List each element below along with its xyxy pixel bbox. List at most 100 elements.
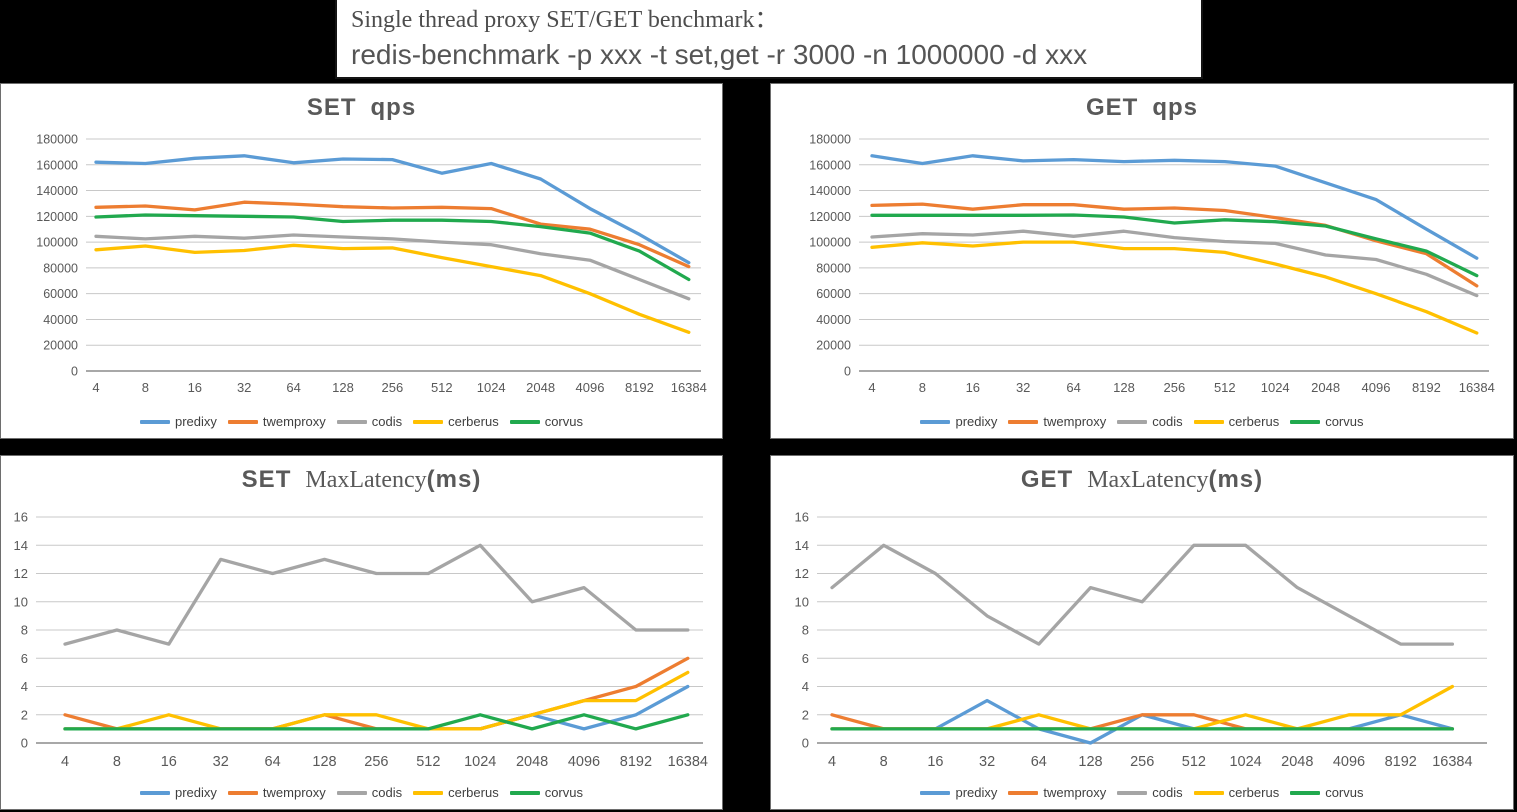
legend-item-predixy: predixy bbox=[139, 414, 217, 429]
get-qps-plot: 0 20000 40000 60000 80000 100000 120000 140000 1… bbox=[809, 133, 1495, 396]
legend-item-codis: codis bbox=[336, 414, 402, 429]
y-tick-label: 2 bbox=[802, 707, 809, 722]
legend-line-marker bbox=[336, 419, 367, 424]
y-tick-label: 20000 bbox=[816, 339, 851, 353]
legend-item-twemproxy: twemproxy bbox=[1008, 414, 1106, 429]
legend-label: predixy bbox=[174, 414, 217, 429]
y-tick-label: 16 bbox=[14, 510, 28, 525]
legend-item-twemproxy: twemproxy bbox=[1008, 785, 1106, 800]
y-axis-labels: 0 20000 40000 60000 80000 100000 120000 140000 1… bbox=[809, 133, 851, 379]
legend-line-marker bbox=[1117, 419, 1148, 424]
legend-item-predixy: predixy bbox=[920, 785, 997, 800]
series-line-twemproxy bbox=[870, 202, 1479, 288]
legend-label: cerberus bbox=[1228, 785, 1280, 800]
x-tick-label: 2048 bbox=[526, 380, 555, 395]
x-tick-label: 4096 bbox=[1362, 380, 1391, 395]
legend-label: corvus bbox=[1325, 785, 1364, 800]
y-tick-label: 16 bbox=[795, 510, 809, 525]
y-tick-label: 12 bbox=[795, 566, 809, 581]
gridlines bbox=[859, 138, 1489, 372]
legend-label: codis bbox=[1152, 414, 1183, 429]
y-tick-label: 4 bbox=[802, 679, 809, 694]
x-tick-label: 2048 bbox=[1281, 754, 1313, 770]
gridlines bbox=[86, 138, 701, 372]
set-qps-title: SET qps bbox=[1, 94, 722, 122]
y-tick-label: 8 bbox=[21, 623, 28, 638]
y-tick-label: 160000 bbox=[36, 158, 78, 172]
x-tick-label: 256 bbox=[364, 754, 388, 770]
x-tick-label: 8 bbox=[142, 380, 149, 395]
x-tick-label: 16384 bbox=[1432, 754, 1472, 770]
legend-item-cerberus: cerberus bbox=[1193, 785, 1280, 800]
legend-line-marker bbox=[227, 419, 258, 424]
x-tick-label: 16384 bbox=[671, 380, 707, 395]
series-line-predixy bbox=[830, 698, 1455, 745]
x-tick-label: 4 bbox=[92, 380, 99, 395]
series-line-cerberus bbox=[870, 240, 1479, 335]
legend-label: cerberus bbox=[1228, 414, 1280, 429]
get-latency-plot: 0 2 4 6 8 10 12 14 16 4 8 16 32 64 128 256 512 1024 2048 40… bbox=[795, 510, 1487, 770]
legend-line-marker bbox=[920, 419, 951, 424]
chart-title-prefix: GET bbox=[1085, 94, 1139, 121]
chart-title-prefix: SET bbox=[306, 94, 357, 121]
legend-item-cerberus: cerberus bbox=[413, 414, 499, 429]
x-tick-label: 512 bbox=[416, 754, 440, 770]
series-line-predixy bbox=[63, 684, 690, 731]
legend-line-marker bbox=[1117, 790, 1148, 795]
y-tick-label: 160000 bbox=[809, 158, 851, 172]
legend-line-marker bbox=[1193, 790, 1224, 795]
set-maxlatency-chart-panel: SET MaxLatency(ms) 0 2 4 6 8 10 12 14 16 4 8 16 32 64 12… bbox=[0, 455, 723, 810]
legend-item-twemproxy: twemproxy bbox=[227, 785, 326, 800]
series-line-twemproxy bbox=[94, 200, 691, 269]
x-axis-labels: 4 8 16 32 64 128 256 512 1024 2048 4096 8192 16384 bbox=[868, 380, 1494, 395]
legend-line-marker bbox=[1008, 419, 1039, 424]
benchmark-title-line1: Single thread proxy SET/GET benchmark： bbox=[351, 7, 779, 33]
x-tick-label: 16 bbox=[927, 754, 943, 770]
x-tick-label: 16 bbox=[188, 380, 202, 395]
get-latency-legend: predixy twemproxy codis cerberus corvus bbox=[771, 785, 1513, 800]
x-tick-label: 64 bbox=[265, 754, 281, 770]
legend-label: predixy bbox=[955, 414, 998, 429]
y-axis-labels: 0 2 4 6 8 10 12 14 16 bbox=[795, 510, 809, 751]
y-tick-label: 180000 bbox=[809, 133, 851, 147]
x-tick-label: 64 bbox=[1066, 380, 1080, 395]
series-line-corvus bbox=[63, 713, 690, 731]
legend-line-marker bbox=[336, 790, 367, 795]
legend-item-corvus: corvus bbox=[1290, 785, 1364, 800]
legend-item-cerberus: cerberus bbox=[413, 785, 499, 800]
y-tick-label: 12 bbox=[14, 566, 28, 581]
y-tick-label: 60000 bbox=[43, 287, 78, 301]
x-tick-label: 128 bbox=[1113, 380, 1135, 395]
set-latency-title: SET MaxLatency(ms) bbox=[1, 466, 722, 494]
series-line-predixy bbox=[94, 154, 691, 265]
benchmark-command-line: redis-benchmark -p xxx -t set,get -r 300… bbox=[351, 39, 1088, 70]
legend-label: twemproxy bbox=[1043, 785, 1107, 800]
y-tick-label: 20000 bbox=[43, 339, 78, 353]
legend-line-marker bbox=[509, 419, 540, 424]
legend-line-marker bbox=[1290, 790, 1321, 795]
y-tick-label: 40000 bbox=[816, 313, 851, 327]
x-tick-label: 256 bbox=[1130, 754, 1154, 770]
series-line-codis bbox=[94, 233, 691, 301]
x-tick-label: 8 bbox=[919, 380, 926, 395]
gridlines bbox=[817, 516, 1487, 744]
series-line-cerberus bbox=[63, 670, 690, 731]
series-line-cerberus bbox=[94, 243, 691, 334]
x-tick-label: 64 bbox=[286, 380, 300, 395]
y-tick-label: 80000 bbox=[43, 261, 78, 275]
y-tick-label: 0 bbox=[21, 736, 28, 751]
y-tick-label: 14 bbox=[14, 538, 28, 553]
legend-line-marker bbox=[139, 419, 170, 424]
get-qps-chart-panel: GET qps 0 20000 40000 60000 80000 100000 120000 1… bbox=[770, 83, 1514, 439]
x-tick-label: 512 bbox=[431, 380, 453, 395]
legend-line-marker bbox=[1008, 790, 1039, 795]
x-tick-label: 8192 bbox=[1385, 754, 1417, 770]
x-tick-label: 128 bbox=[332, 380, 354, 395]
y-tick-label: 120000 bbox=[809, 210, 851, 224]
legend-label: cerberus bbox=[448, 785, 499, 800]
legend-line-marker bbox=[920, 790, 951, 795]
x-tick-label: 256 bbox=[382, 380, 404, 395]
series-line-codis bbox=[830, 543, 1455, 646]
x-tick-label: 8192 bbox=[620, 754, 652, 770]
y-tick-label: 10 bbox=[14, 594, 28, 609]
